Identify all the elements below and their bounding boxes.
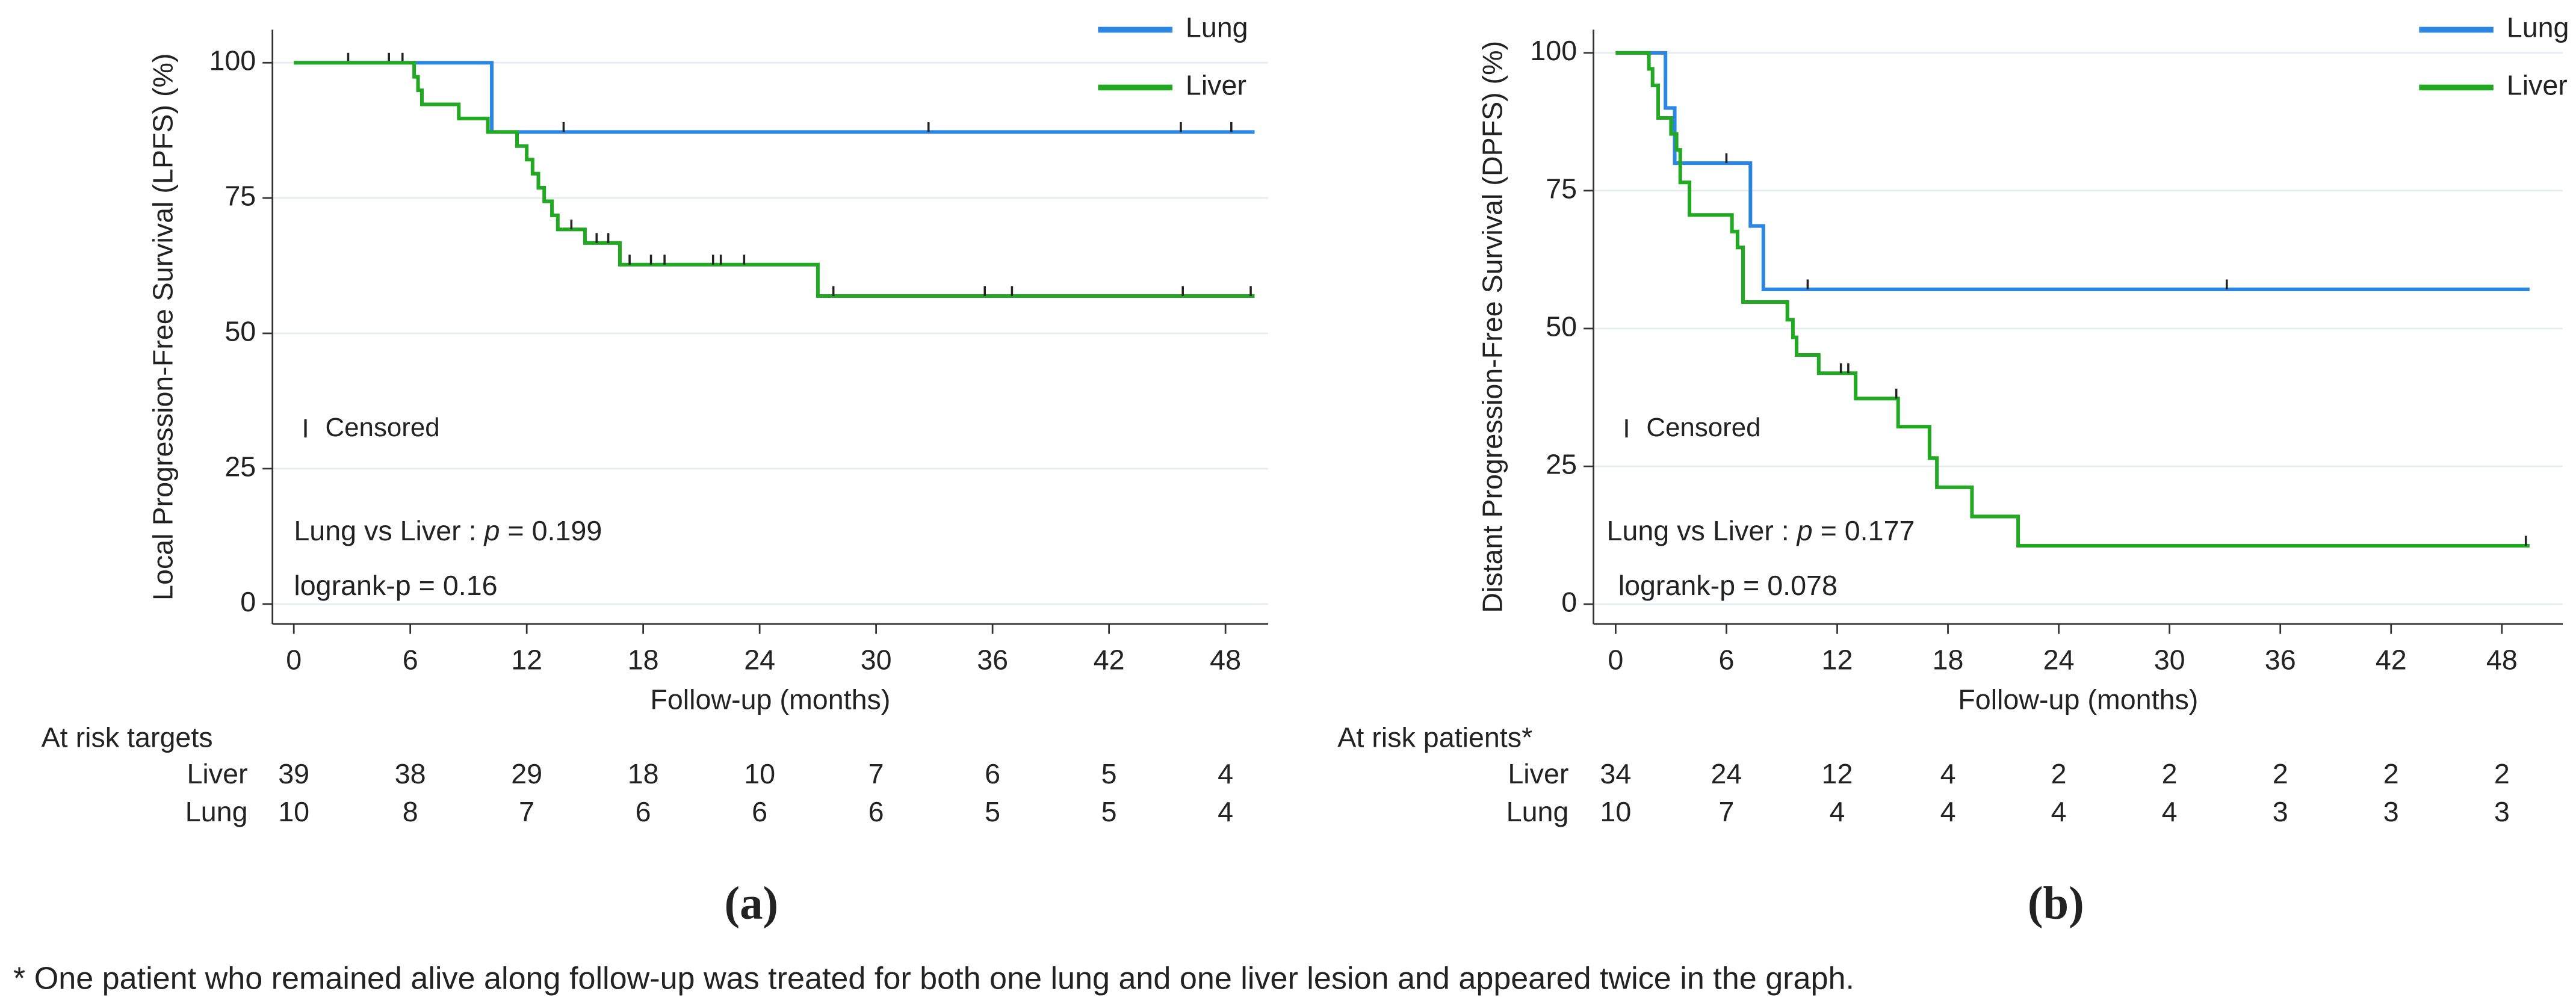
risk-count: 5 (1101, 758, 1117, 789)
x-tick-label: 12 (511, 644, 542, 676)
risk-count: 3 (2494, 796, 2510, 827)
risk-count: 4 (1830, 796, 1845, 827)
risk-row-label: Liver (1508, 758, 1568, 789)
risk-count: 4 (2162, 796, 2178, 827)
risk-count: 8 (403, 796, 418, 827)
x-tick-label: 48 (1210, 644, 1241, 676)
x-tick-label: 18 (1933, 644, 1964, 676)
y-tick-label: 0 (240, 586, 256, 617)
risk-count: 6 (752, 796, 767, 827)
comparison-text: Lung vs Liver : p = 0.177 (1607, 516, 1915, 547)
legend-label: Liver (1186, 70, 1246, 101)
y-tick-label: 25 (224, 451, 256, 482)
risk-count: 5 (1101, 796, 1117, 827)
survival-curve (294, 61, 1255, 134)
x-tick-label: 0 (1608, 644, 1623, 676)
risk-count: 2 (2051, 758, 2067, 789)
legend-label: Lung (2507, 12, 2569, 43)
y-tick-label: 25 (1546, 448, 1577, 480)
risk-count: 2 (2273, 758, 2288, 789)
comparison-prefix: Lung vs Liver : (294, 516, 484, 547)
censored-label: Censored (1646, 413, 1760, 442)
risk-count: 34 (1600, 758, 1631, 789)
x-tick-label: 0 (286, 644, 302, 676)
risk-count: 4 (1218, 796, 1233, 827)
risk-count: 38 (395, 758, 426, 789)
y-tick-label: 50 (224, 315, 256, 347)
risk-count: 7 (1718, 796, 1734, 827)
x-tick-label: 42 (1094, 644, 1125, 676)
risk-count: 4 (2051, 796, 2067, 827)
y-tick-label: 75 (224, 180, 256, 211)
y-tick-label: 75 (1546, 173, 1577, 204)
comparison-suffix: = 0.177 (1813, 516, 1915, 547)
survival-curve (1615, 51, 2530, 291)
panel-label: (b) (2028, 878, 2084, 929)
comparison-prefix: Lung vs Liver : (1607, 516, 1797, 547)
panel-label: (a) (725, 878, 779, 929)
risk-row-label: Lung (185, 796, 248, 827)
x-tick-label: 42 (2376, 644, 2407, 676)
risk-count: 18 (628, 758, 659, 789)
risk-row-label: Liver (187, 758, 247, 789)
x-tick-label: 36 (2265, 644, 2296, 676)
legend-label: Lung (1186, 12, 1248, 43)
risk-count: 10 (278, 796, 309, 827)
x-tick-label: 18 (628, 644, 659, 676)
x-axis-label: Follow-up (months) (1958, 684, 2198, 715)
x-tick-label: 48 (2486, 644, 2518, 676)
comparison-symbol: p (1796, 516, 1813, 547)
risk-count: 10 (744, 758, 775, 789)
x-axis-label: Follow-up (months) (650, 684, 890, 715)
x-tick-label: 12 (1822, 644, 1853, 676)
risk-count: 29 (511, 758, 542, 789)
y-tick-label: 100 (1530, 35, 1577, 66)
x-tick-label: 30 (2154, 644, 2185, 676)
risk-table-title: At risk targets (42, 721, 213, 753)
x-tick-label: 24 (744, 644, 775, 676)
risk-count: 2 (2383, 758, 2399, 789)
survival-curve (294, 61, 1255, 298)
risk-row-label: Lung (1506, 796, 1569, 827)
risk-count: 6 (868, 796, 884, 827)
risk-count: 4 (1218, 758, 1233, 789)
risk-count: 24 (1711, 758, 1742, 789)
risk-count: 2 (2162, 758, 2178, 789)
risk-count: 4 (1940, 758, 1956, 789)
y-axis-label: Distant Progression-Free Survival (DPFS)… (1476, 41, 1508, 613)
x-tick-label: 6 (403, 644, 418, 676)
risk-count: 3 (2383, 796, 2399, 827)
risk-table-title: At risk patients* (1337, 721, 1532, 753)
comparison-text: Lung vs Liver : p = 0.199 (294, 516, 602, 547)
comparison-symbol: p (483, 516, 500, 547)
risk-count: 12 (1822, 758, 1853, 789)
x-tick-label: 36 (977, 644, 1008, 676)
survival-curve (1615, 51, 2530, 548)
risk-count: 6 (985, 758, 1000, 789)
y-tick-label: 0 (1561, 586, 1577, 617)
risk-count: 4 (1940, 796, 1956, 827)
risk-count: 3 (2273, 796, 2288, 827)
risk-count: 39 (278, 758, 309, 789)
comparison-suffix: = 0.199 (500, 516, 602, 547)
legend-label: Liver (2507, 70, 2568, 101)
footnote: * One patient who remained alive along f… (13, 961, 1854, 996)
censored-label: Censored (325, 413, 439, 442)
y-tick-label: 100 (209, 45, 256, 76)
x-tick-label: 30 (861, 644, 892, 676)
logrank-text: logrank-p = 0.16 (294, 570, 497, 601)
y-tick-label: 50 (1546, 310, 1577, 342)
x-tick-label: 24 (2043, 644, 2075, 676)
risk-count: 6 (636, 796, 651, 827)
risk-count: 7 (519, 796, 534, 827)
risk-count: 5 (985, 796, 1000, 827)
y-axis-label: Local Progression-Free Survival (LPFS) (… (147, 54, 179, 600)
risk-count: 10 (1600, 796, 1631, 827)
risk-count: 7 (868, 758, 884, 789)
logrank-text: logrank-p = 0.078 (1618, 570, 1838, 601)
risk-count: 2 (2494, 758, 2510, 789)
x-tick-label: 6 (1718, 644, 1734, 676)
